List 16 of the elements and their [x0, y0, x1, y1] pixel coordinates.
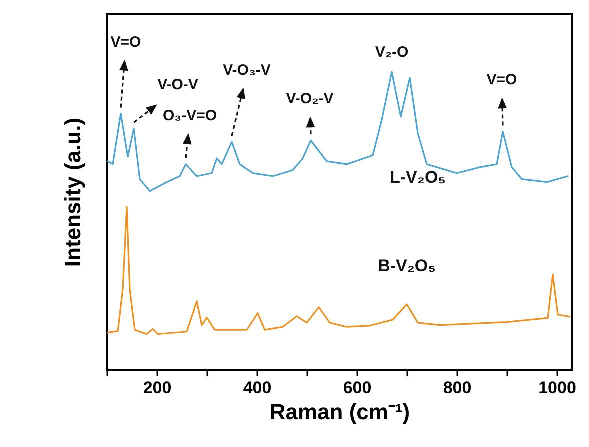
x-tick-label: 800: [443, 378, 472, 398]
x-tick-label: 600: [343, 378, 372, 398]
annotation: V₂-O: [375, 44, 409, 62]
series-label: L-V₂O₅: [390, 168, 446, 188]
annotation: V-O-V: [158, 76, 198, 94]
annotation: V=O: [486, 72, 518, 89]
text: B-V₂O₅: [378, 256, 436, 276]
annotation: V-O₂-V: [286, 90, 334, 108]
x-tick-label: 1000: [538, 378, 576, 398]
x-axis-title: Raman (cm⁻¹): [270, 400, 410, 424]
x-tick-label: 200: [143, 378, 172, 398]
annotation: O₃-V=O: [162, 107, 218, 124]
y-axis-title: Intensity (a.u.): [60, 118, 86, 268]
x-tick-label: 400: [243, 378, 272, 398]
annotation: V-O₃-V: [223, 62, 271, 80]
annotation: V=O: [110, 34, 142, 51]
